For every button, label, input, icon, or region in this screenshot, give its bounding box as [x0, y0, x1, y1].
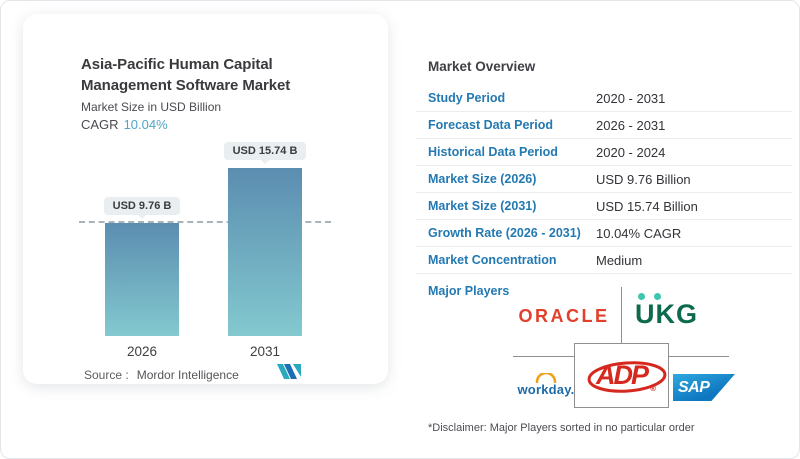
chart-header: Asia-Pacific Human Capital Management So…: [81, 54, 361, 132]
ukg-dot-icon: [638, 293, 645, 300]
cagr-label: CAGR: [81, 117, 119, 132]
sap-logo: SAP: [673, 374, 735, 401]
bar-value-label-2026: USD 9.76 B: [103, 197, 181, 215]
table-row-growth-rate: Growth Rate (2026 - 2031) 10.04% CAGR: [416, 220, 792, 247]
chart-title: Asia-Pacific Human Capital Management So…: [81, 54, 361, 96]
table-row-market-size-2026: Market Size (2026) USD 9.76 Billion: [416, 166, 792, 193]
cagr-line: CAGR 10.04%: [81, 117, 361, 132]
table-row-historical-period: Historical Data Period 2020 - 2024: [416, 139, 792, 166]
source-line: Source : Mordor Intelligence: [84, 368, 239, 382]
major-players-label: Major Players: [428, 284, 510, 298]
mordor-intelligence-logo-icon: [277, 364, 301, 379]
bar-chart: USD 9.76 B 2026 USD 15.74 B 2031: [79, 142, 339, 359]
market-overview-panel: Market Overview Study Period 2020 - 2031…: [416, 41, 792, 451]
overview-table: Study Period 2020 - 2031 Forecast Data P…: [416, 85, 792, 274]
workday-logo: workday.: [515, 373, 577, 397]
bar-group-2026: USD 9.76 B 2026: [103, 142, 181, 359]
adp-logo-box: ADP ®: [574, 343, 669, 408]
overview-title: Market Overview: [428, 59, 536, 75]
source-label: Source :: [84, 368, 129, 382]
table-row-market-size-2031: Market Size (2031) USD 15.74 Billion: [416, 193, 792, 220]
cagr-value: 10.04%: [123, 117, 168, 132]
table-row-forecast-period: Forecast Data Period 2026 - 2031: [416, 112, 792, 139]
table-row-study-period: Study Period 2020 - 2031: [416, 85, 792, 112]
players-vertical-divider: [621, 287, 622, 343]
adp-logo: ADP ®: [587, 361, 667, 393]
market-size-chart-card: Asia-Pacific Human Capital Management So…: [23, 14, 388, 384]
ukg-logo: UKG: [635, 293, 731, 328]
chart-subtitle: Market Size in USD Billion: [81, 100, 222, 114]
source-value: Mordor Intelligence: [136, 368, 239, 382]
oracle-logo: ORACLE: [518, 306, 610, 326]
axis-label-2026: 2026: [126, 344, 158, 359]
bar-2026: [105, 223, 179, 336]
workday-arc-icon: [535, 373, 557, 383]
disclaimer-text: *Disclaimer: Major Players sorted in no …: [428, 422, 695, 434]
table-row-market-concentration: Market Concentration Medium: [416, 247, 792, 274]
axis-label-2031: 2031: [249, 344, 281, 359]
bar-group-2031: USD 15.74 B 2031: [223, 142, 307, 359]
chart-title-line2: Management Software Market: [81, 77, 291, 94]
bar-2031: [228, 168, 302, 336]
ukg-dot-icon: [654, 293, 661, 300]
reference-dashline: [79, 221, 331, 223]
chart-title-line1: Asia-Pacific Human Capital: [81, 56, 273, 73]
bar-value-label-2031: USD 15.74 B: [223, 142, 307, 160]
